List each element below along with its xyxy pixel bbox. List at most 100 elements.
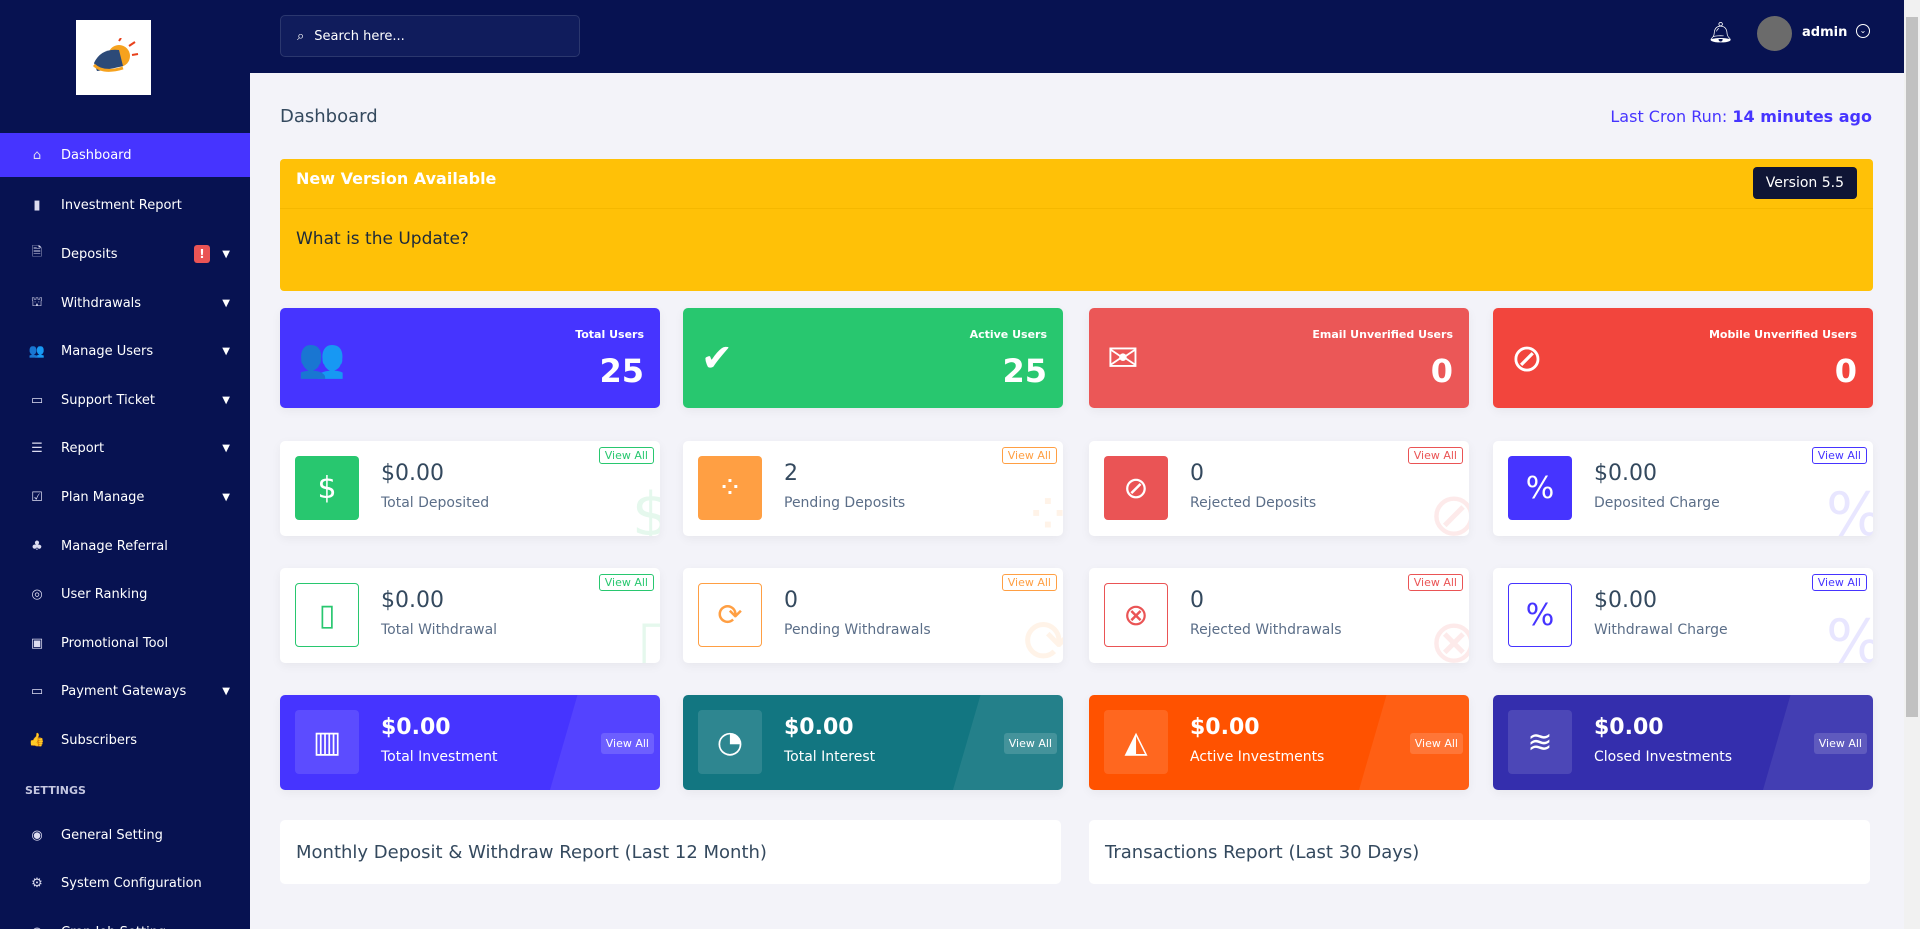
sidebar-item-label: Cron Job Setting: [61, 925, 166, 929]
chart-line-icon: ≋: [1508, 710, 1572, 774]
user-stat-card[interactable]: 👥 Total Users 25: [280, 308, 660, 408]
update-banner: New Version Available What is the Update…: [280, 159, 1873, 291]
scrollbar[interactable]: [1904, 0, 1920, 929]
view-all-button[interactable]: View All: [598, 574, 654, 591]
banner-title: New Version Available: [296, 169, 497, 188]
chevron-down-icon[interactable]: ⌄: [1856, 24, 1870, 38]
sidebar-item-payment-gateways[interactable]: ▭ Payment Gateways ▼: [0, 668, 250, 717]
stat-value: $0.00: [1594, 461, 1657, 486]
sidebar-item-label: Withdrawals: [61, 295, 142, 311]
clipboard-check-icon: ☑: [31, 489, 43, 505]
stat-value: $0.00: [1190, 715, 1260, 740]
sidebar-item-cron-job-setting[interactable]: ◷ Cron Job Setting: [0, 908, 250, 929]
search-placeholder: Search here...: [314, 28, 405, 44]
sidebar-item-report[interactable]: ☰ Report ▼: [0, 425, 250, 474]
thumbs-up-icon: 👍: [28, 732, 46, 748]
settings-section-label: SETTINGS: [25, 784, 86, 798]
watermark-icon: ⊘: [1428, 480, 1469, 536]
percent-icon: %: [1508, 456, 1572, 520]
deposit-stats-card: % % $0.00 Deposited Charge View All: [1493, 441, 1873, 536]
sidebar-item-label: Investment Report: [61, 198, 182, 214]
sidebar-item-user-ranking[interactable]: ◎ User Ranking: [0, 570, 250, 619]
search-input[interactable]: ⌕ Search here...: [280, 15, 580, 57]
view-all-button[interactable]: View All: [1811, 574, 1867, 591]
watermark-icon: $: [631, 480, 660, 536]
user-check-icon: ✔: [701, 336, 733, 380]
sidebar-item-label: Promotional Tool: [61, 635, 169, 651]
stat-label: Rejected Deposits: [1190, 495, 1317, 511]
chevron-down-icon: ▼: [222, 297, 230, 309]
stat-value: $0.00: [381, 461, 444, 486]
users-icon: 👥: [28, 344, 46, 360]
sidebar-item-manage-users[interactable]: 👥 Manage Users ▼: [0, 327, 250, 376]
chevron-down-icon: ▼: [222, 491, 230, 503]
cron-label: Last Cron Run:: [1610, 107, 1728, 126]
view-all-button[interactable]: View All: [600, 733, 654, 754]
sidebar-item-system-configuration[interactable]: ⚙ System Configuration: [0, 859, 250, 908]
view-all-button[interactable]: View All: [1001, 447, 1057, 464]
topbar: ⌕ Search here... 🔔︎ admin ⌄: [250, 0, 1904, 73]
user-name[interactable]: admin: [1802, 25, 1848, 40]
user-stat-card[interactable]: ⊘ Mobile Unverified Users 0: [1493, 308, 1873, 408]
percent-icon: %: [1508, 583, 1572, 647]
stat-value: $0.00: [784, 715, 854, 740]
bank-icon: ⛫: [31, 294, 43, 310]
view-all-button[interactable]: View All: [1811, 447, 1867, 464]
sidebar-item-subscribers[interactable]: 👍 Subscribers: [0, 716, 250, 765]
avatar[interactable]: [1757, 16, 1792, 51]
sidebar-item-support-ticket[interactable]: ▭ Support Ticket ▼: [0, 376, 250, 425]
sidebar-item-withdrawals[interactable]: ⛫ Withdrawals ▼: [0, 279, 250, 328]
watermark-icon: %: [1826, 607, 1873, 663]
bell-icon[interactable]: 🔔︎: [1708, 20, 1734, 44]
stat-label: Email Unverified Users: [1312, 328, 1453, 341]
watermark-icon: ⁘: [1023, 480, 1063, 536]
sidebar-item-label: Payment Gateways: [61, 684, 187, 700]
comment-slash-icon: ⊘: [1511, 336, 1543, 380]
divider: [280, 208, 1873, 209]
stat-label: Mobile Unverified Users: [1708, 328, 1857, 341]
view-all-button[interactable]: View All: [1409, 733, 1463, 754]
stat-label: Total Interest: [784, 749, 876, 765]
view-all-button[interactable]: View All: [1407, 574, 1463, 591]
sync-icon: ⟳: [698, 583, 762, 647]
version-badge: Version 5.5: [1752, 167, 1857, 199]
sidebar-item-investment-report[interactable]: ▮ Investment Report: [0, 182, 250, 231]
search-icon: ⌕: [297, 28, 305, 44]
chevron-down-icon: ▼: [222, 394, 230, 406]
view-all-button[interactable]: View All: [1813, 733, 1867, 754]
sidebar-item-deposits[interactable]: 🗎 Deposits! ▼: [0, 230, 250, 279]
view-all-button[interactable]: View All: [598, 447, 654, 464]
view-all-button[interactable]: View All: [1001, 574, 1057, 591]
chevron-down-icon: ▼: [222, 248, 230, 260]
ticket-icon: ▭: [30, 392, 44, 408]
chart-bar-icon: ▥: [295, 710, 359, 774]
clock-icon: ◷: [28, 925, 46, 929]
credit-card-icon: ▭: [30, 684, 44, 700]
investment-stat-card: ◭ $0.00 Active Investments View All: [1089, 695, 1469, 790]
view-all-button[interactable]: View All: [1003, 733, 1057, 754]
sidebar-item-promotional-tool[interactable]: ▣ Promotional Tool: [0, 619, 250, 668]
stat-label: Rejected Withdrawals: [1190, 622, 1342, 638]
user-stat-card[interactable]: ✉ Email Unverified Users 0: [1089, 308, 1469, 408]
chevron-down-icon: ▼: [222, 686, 230, 698]
user-stat-card[interactable]: ✔ Active Users 25: [683, 308, 1063, 408]
sidebar-item-label: Support Ticket: [61, 392, 155, 408]
bar-chart-icon: ▮: [33, 198, 41, 214]
chevron-down-icon: ▼: [222, 346, 230, 358]
life-ring-icon: ◉: [31, 827, 43, 843]
alert-badge: !: [194, 245, 210, 264]
stat-value: 2: [784, 461, 798, 486]
home-icon: ⌂: [32, 147, 42, 163]
withdraw-stats-card: ⟳ ⟳ 0 Pending Withdrawals View All: [683, 568, 1063, 663]
watermark-icon: %: [1826, 480, 1873, 536]
withdraw-stats-card: ⊗ ⊗ 0 Rejected Withdrawals View All: [1089, 568, 1469, 663]
sidebar-item-manage-referral[interactable]: ♣ Manage Referral: [0, 522, 250, 571]
sidebar-item-plan-manage[interactable]: ☑ Plan Manage ▼: [0, 473, 250, 522]
sidebar-item-dashboard[interactable]: ⌂ Dashboard: [0, 133, 250, 177]
sidebar-item-general-setting[interactable]: ◉ General Setting: [0, 811, 250, 860]
stat-value: $0.00: [1594, 715, 1664, 740]
scrollbar-thumb[interactable]: [1906, 17, 1918, 717]
view-all-button[interactable]: View All: [1407, 447, 1463, 464]
invoice-dollar-icon: 🗎: [31, 245, 43, 261]
logo[interactable]: [76, 20, 151, 95]
